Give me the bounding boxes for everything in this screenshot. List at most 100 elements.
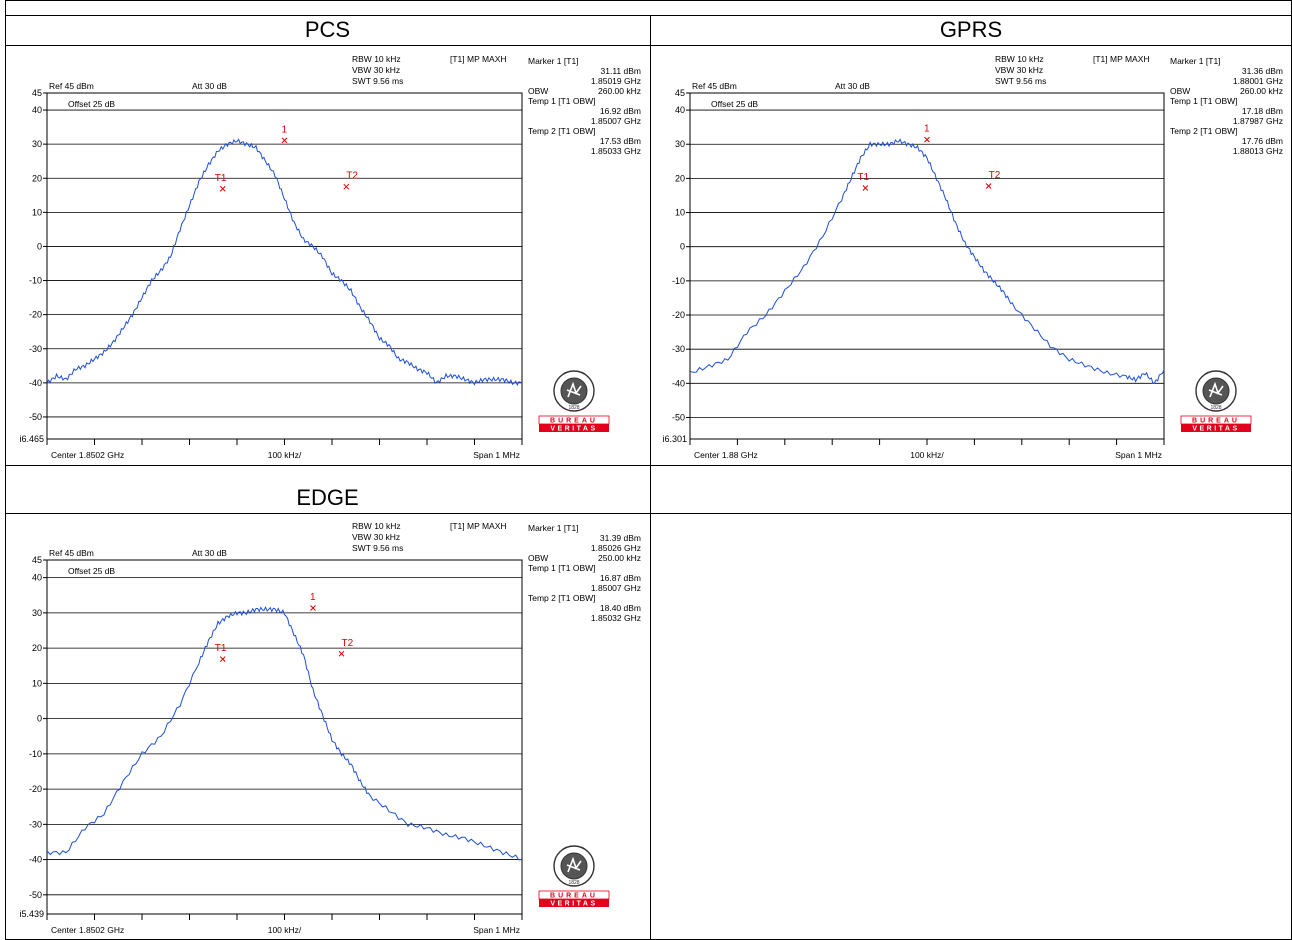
seal-inner-icon (1202, 377, 1230, 405)
y-tick-label: 10 (675, 208, 685, 218)
readout-temp1-level: 17.18 dBm (1242, 106, 1283, 116)
offset-label: Offset 25 dB (68, 566, 115, 576)
y-tick-label: 30 (675, 139, 685, 149)
spectrum-panel-pcs: RBW 10 kHz VBW 30 kHz SWT 9.56 ms [T1] MP M… (6, 49, 646, 461)
y-tick-label: 20 (32, 643, 42, 653)
y-tick-label: -30 (29, 344, 42, 354)
swt-label: SWT 9.56 ms (352, 76, 403, 86)
span-label: Span 1 MHz (473, 925, 520, 935)
y-bottom-label: i6.301 (662, 434, 687, 444)
span-label: Span 1 MHz (1115, 450, 1162, 460)
report-table: PCS GPRS EDGE RBW 10 kHz VBW 30 kHz SWT 9.… (5, 0, 1292, 940)
y-tick-label: -10 (29, 749, 42, 759)
offset-label: Offset 25 dB (68, 99, 115, 109)
readout-marker-freq: 1.88001 GHz (1233, 76, 1283, 86)
logo-top-text: BUREAU (550, 418, 598, 425)
readout-obw-label: OBW (528, 553, 548, 563)
trace-mode-label: [T1] MP MAXH (1093, 54, 1150, 64)
y-tick-label: -30 (672, 344, 685, 354)
marker-label: T1 (215, 643, 227, 654)
logo-bottom-text: VERITAS (1192, 426, 1239, 433)
marker-cross (862, 185, 869, 191)
vbw-label: VBW 30 kHz (995, 65, 1043, 75)
marker-cross (343, 183, 350, 190)
y-tick-label: -20 (672, 310, 685, 320)
logo-top-text: BUREAU (550, 893, 598, 900)
marker-cross (985, 183, 992, 189)
seal-year: 1828 (568, 405, 579, 411)
spectrum-trace (46, 605, 523, 861)
logo-bottom-band (539, 899, 609, 907)
readout-temp2-level: 18.40 dBm (600, 603, 641, 613)
marker-label: T1 (857, 172, 869, 183)
span-div-label: 100 kHz/ (268, 925, 302, 935)
marker-label: T2 (989, 170, 1001, 181)
readout-temp1-freq: 1.87987 GHz (1233, 116, 1283, 126)
readout-temp2-freq: 1.85033 GHz (591, 146, 641, 156)
readout-temp2-freq: 1.85032 GHz (591, 613, 641, 623)
readout-obw-value: 250.00 kHz (598, 553, 641, 563)
y-bottom-label: i6.465 (19, 434, 44, 444)
readout-temp1-label: Temp 1 [T1 OBW] (528, 96, 596, 106)
marker-cross (338, 650, 345, 657)
marker-cross (219, 185, 226, 192)
logo-top-text: BUREAU (1192, 418, 1240, 425)
spectrum-panel-gprs: RBW 10 kHz VBW 30 kHz SWT 9.56 ms [T1] MP M… (652, 49, 1288, 461)
spectrum-trace (689, 138, 1165, 385)
table-border-row3 (5, 465, 1292, 466)
marker-label: T2 (342, 638, 354, 649)
y-tick-label: -20 (29, 310, 42, 320)
y-tick-label: 30 (32, 608, 42, 618)
seal-figure-icon (566, 856, 582, 873)
spectrum-trace (46, 138, 523, 387)
seal-year: 1828 (1210, 405, 1221, 411)
readout-obw-value: 260.00 kHz (598, 86, 641, 96)
y-tick-label: 45 (675, 88, 685, 98)
y-tick-label: 40 (32, 573, 42, 583)
y-tick-label: 10 (32, 678, 42, 688)
rbw-label: RBW 10 kHz (995, 54, 1044, 64)
center-freq-label: Center 1.88 GHz (694, 450, 758, 460)
y-tick-label: -40 (29, 378, 42, 388)
y-tick-label: -40 (29, 855, 42, 865)
readout-marker-label: Marker 1 [T1] (528, 56, 579, 66)
center-freq-label: Center 1.8502 GHz (51, 450, 124, 460)
seal-figure-icon (566, 381, 582, 398)
marker-label: T2 (346, 171, 358, 182)
panel-title-edge: EDGE (296, 485, 359, 510)
readout-temp1-level: 16.87 dBm (600, 573, 641, 583)
trace-mode-label: [T1] MP MAXH (450, 521, 507, 531)
table-border-top (5, 0, 1292, 1)
readout-temp1-freq: 1.85007 GHz (591, 583, 641, 593)
marker-label: 1 (310, 592, 316, 603)
panel-title-gprs: GPRS (939, 17, 1003, 42)
attenuation-label: Att 30 dB (192, 81, 227, 91)
marker-label: 1 (282, 124, 288, 135)
readout-marker-freq: 1.85019 GHz (591, 76, 641, 86)
readout-temp1-label: Temp 1 [T1 OBW] (528, 563, 596, 573)
attenuation-label: Att 30 dB (192, 548, 227, 558)
readout-temp1-label: Temp 1 [T1 OBW] (1170, 96, 1238, 106)
y-tick-label: 40 (675, 105, 685, 115)
marker-cross (924, 136, 930, 143)
readout-obw-label: OBW (1170, 86, 1190, 96)
center-freq-label: Center 1.8502 GHz (51, 925, 124, 935)
seal-figure-icon (1208, 381, 1224, 398)
readout-obw-label: OBW (528, 86, 548, 96)
y-tick-label: 45 (32, 88, 42, 98)
vbw-label: VBW 30 kHz (352, 532, 400, 542)
y-tick-label: 20 (32, 173, 42, 183)
readout-marker-level: 31.39 dBm (600, 533, 641, 543)
marker-cross (310, 605, 316, 611)
readout-marker-level: 31.36 dBm (1242, 66, 1283, 76)
y-tick-label: 30 (32, 139, 42, 149)
seal-inner-icon (560, 852, 588, 880)
plot-frame (689, 92, 1165, 440)
rbw-label: RBW 10 kHz (352, 521, 401, 531)
y-tick-label: 0 (37, 241, 42, 251)
y-tick-label: -40 (672, 378, 685, 388)
